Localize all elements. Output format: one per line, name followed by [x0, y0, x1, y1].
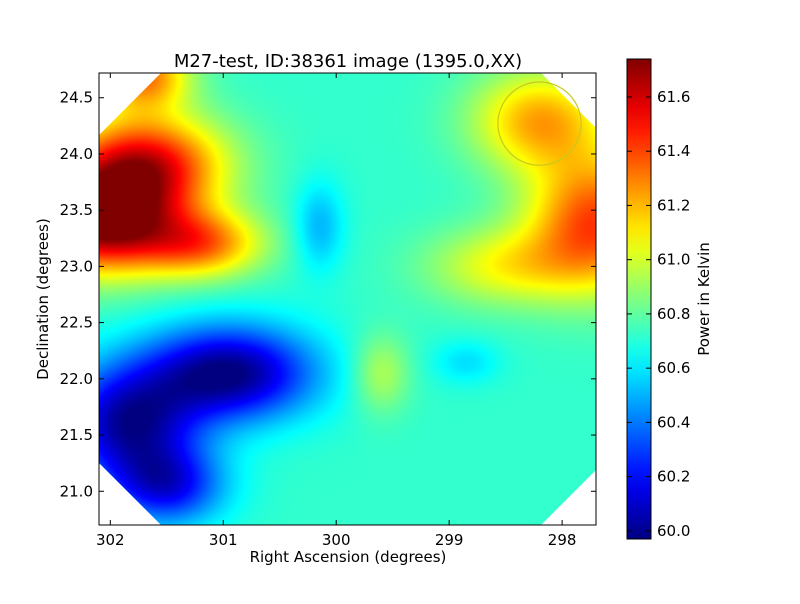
colorbar: 60.0 60.2 60.4 60.6 60.8 61.0 61.2 61.4 61.6 Pow…: [626, 58, 713, 540]
y-axis-label: Declination (degrees): [34, 218, 52, 380]
x-axis: 302 301 300 299 298: [96, 73, 576, 549]
x-tick-label: 301: [209, 531, 238, 549]
y-tick-label: 22.0: [60, 370, 93, 388]
colorbar-tick-label: 60.8: [657, 305, 690, 323]
masked-corner-bottom-left: [99, 463, 161, 525]
masked-corner-top-left: [99, 73, 161, 135]
y-tick-label: 23.5: [60, 201, 93, 219]
colorbar-tick-label: 61.2: [657, 196, 690, 214]
y-tick-label: 21.5: [60, 426, 93, 444]
colorbar-tick-label: 60.2: [657, 468, 690, 486]
colorbar-tick-label: 61.4: [657, 142, 690, 160]
colorbar-tick-label: 60.0: [657, 522, 690, 540]
colorbar-tick-label: 61.6: [657, 88, 690, 106]
masked-corner-top-right: [541, 73, 596, 128]
x-tick-label: 302: [96, 531, 125, 549]
x-tick-label: 299: [435, 531, 464, 549]
x-tick-label: 300: [322, 531, 351, 549]
y-tick-label: 24.5: [60, 89, 93, 107]
colorbar-ticks: 60.0 60.2 60.4 60.6 60.8 61.0 61.2 61.4 61.6: [627, 88, 690, 540]
y-tick-label: 23.0: [60, 257, 93, 275]
plot-frame: [98, 72, 597, 526]
y-tick-label: 21.0: [60, 482, 93, 500]
y-axis: 21.0 21.5 22.0 22.5 23.0 23.5 24.0 24.5: [60, 89, 596, 500]
plot-area: [99, 73, 596, 525]
heatmap-image: [99, 73, 596, 525]
x-axis-label: Right Ascension (degrees): [250, 548, 447, 566]
beam-circle: [497, 81, 582, 166]
colorbar-label: Power in Kelvin: [695, 242, 713, 356]
colorbar-tick-label: 61.0: [657, 251, 690, 269]
y-tick-label: 22.5: [60, 314, 93, 332]
x-tick-label: 298: [548, 531, 577, 549]
colorbar-tick-label: 60.6: [657, 359, 690, 377]
y-tick-label: 24.0: [60, 145, 93, 163]
masked-corner-bottom-right: [541, 470, 596, 525]
colorbar-frame: [626, 58, 652, 540]
chart-title: M27-test, ID:38361 image (1395.0,XX): [174, 51, 522, 72]
colorbar-tick-label: 60.4: [657, 413, 690, 431]
colorbar-gradient: [627, 59, 651, 539]
